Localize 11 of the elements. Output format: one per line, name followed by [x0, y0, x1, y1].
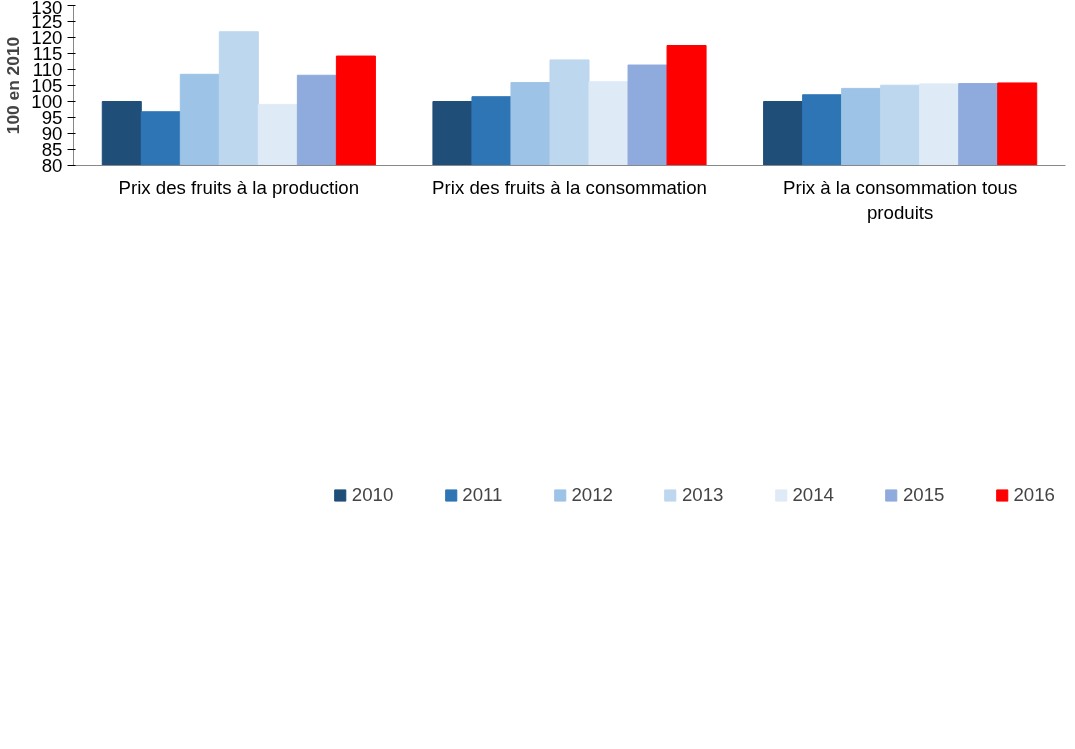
legend-label: 2010	[351, 484, 394, 506]
legend-label: 2013	[681, 484, 724, 506]
x-tick-label: Prix des fruits à la consommation	[432, 176, 707, 198]
legend-label: 2016	[1013, 484, 1055, 506]
legend-label: 2012	[571, 484, 613, 506]
x-tick-label: Prix des fruits à la production	[118, 176, 360, 198]
x-tick-label: Prix à la consommation tous produits	[783, 176, 1018, 223]
y-axis-title: 100 en 2010	[3, 36, 24, 135]
legend-label: 2015	[902, 484, 945, 506]
legend-label: 2014	[792, 484, 834, 506]
legend-label: 2011	[462, 484, 503, 506]
